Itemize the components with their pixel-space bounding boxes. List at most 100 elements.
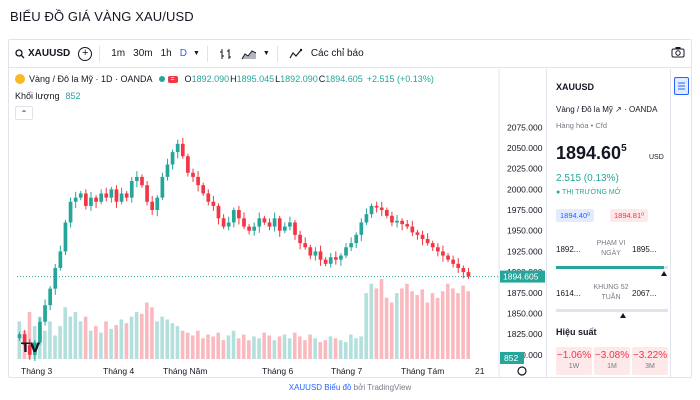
candle-body	[186, 156, 190, 173]
candle-body	[160, 176, 165, 198]
chart-legend: Vàng / Đô la Mỹ · 1D · OANDA = O 1892.090…	[15, 74, 434, 84]
volume-bar	[445, 283, 450, 359]
candle-body	[150, 201, 155, 211]
candle-body	[466, 272, 471, 277]
candle-body	[425, 239, 430, 244]
candle-body	[211, 201, 216, 206]
details-exchange: OANDA	[628, 105, 658, 114]
week52-range-low: 1614...	[556, 289, 581, 298]
volume-bar	[119, 319, 124, 359]
camera-icon[interactable]	[671, 46, 685, 61]
interval-1h[interactable]: 1h	[160, 48, 172, 59]
chevron-down-icon[interactable]: ▼	[262, 50, 270, 57]
candle-body	[201, 185, 206, 194]
candle-body	[216, 205, 221, 219]
volume-bar	[27, 311, 32, 359]
candle-body	[114, 189, 119, 202]
indicators-icon[interactable]	[289, 48, 303, 60]
candle-body	[349, 243, 353, 248]
bar-chart-style-icon[interactable]	[219, 48, 233, 60]
interval-30m[interactable]: 30m	[133, 48, 153, 59]
candle-body	[99, 193, 104, 202]
candle-body	[379, 207, 384, 211]
volume-bar	[257, 338, 261, 359]
candle-body	[262, 218, 267, 223]
performance-heading: Hiệu suất	[556, 327, 597, 337]
toolbar-divider	[206, 45, 208, 62]
week52-range-high: 2067...	[632, 289, 657, 298]
candle-body	[364, 214, 369, 223]
volume-bar	[134, 311, 139, 359]
indicators-button[interactable]: Các chỉ báo	[310, 48, 364, 59]
performance-3m[interactable]: −3.22% 3M	[632, 347, 668, 375]
volume-label: Khối lượng	[15, 91, 60, 101]
price-chart[interactable]: 2075.000 2050.000 2025.000 2000.000 1975.000…	[9, 69, 545, 378]
search-icon	[15, 48, 25, 58]
volume-bar	[53, 335, 57, 359]
volume-bar	[63, 307, 68, 359]
symbol-search[interactable]: XAUUSD	[15, 48, 70, 59]
candle-body	[63, 222, 68, 252]
tradingview-widget: XAUUSD + 1m 30m 1h D ▼ ▼ Các chỉ báo 207…	[8, 39, 692, 378]
candle-body	[145, 185, 149, 202]
volume-bar	[303, 340, 307, 359]
collapse-legend-button[interactable]: ⌃	[15, 106, 33, 120]
compare-symbol-button[interactable]: +	[78, 46, 93, 61]
candle-body	[400, 220, 404, 225]
volume-bar	[48, 321, 52, 359]
candle-body	[415, 232, 420, 235]
x-tick-label: Tháng 4	[103, 366, 134, 376]
candle-body	[456, 263, 461, 268]
candle-body	[180, 143, 185, 157]
last-price-label: 1894.605	[503, 272, 539, 282]
interval-1d[interactable]: D	[179, 48, 187, 59]
candle-body	[165, 164, 170, 177]
volume-bar	[318, 342, 323, 359]
ask-price: 1894.81⁰	[610, 209, 649, 222]
candle-body	[308, 247, 313, 256]
candle-body	[226, 222, 231, 227]
candle-body	[441, 251, 445, 256]
chevron-down-icon[interactable]: ▼	[192, 50, 200, 57]
details-panel-toggle-icon[interactable]	[674, 77, 689, 95]
candle-body	[420, 234, 425, 239]
volume-bar	[73, 311, 78, 359]
volume-bar	[323, 340, 328, 359]
y-tick-label: 1925.000	[507, 246, 543, 256]
candle-body	[53, 267, 58, 289]
performance-period: 3M	[645, 363, 655, 370]
candle-body	[58, 251, 63, 268]
volume-legend: Khối lượng 852	[15, 91, 80, 101]
chart-canvas[interactable]: 2075.000 2050.000 2025.000 2000.000 1975.000…	[9, 69, 545, 378]
volume-bar	[175, 326, 180, 359]
y-tick-label: 2000.000	[507, 184, 543, 194]
symbol-details-panel: XAUUSD Vàng / Đô la Mỹ ↗ · OANDA Hàng hó…	[546, 69, 672, 377]
volume-bar	[83, 316, 88, 359]
page-title: BIỂU ĐỒ GIÁ VÀNG XAU/USD	[10, 9, 194, 24]
details-change: 2.515 (0.13%)	[556, 173, 619, 184]
performance-1w[interactable]: −1.06% 1W	[556, 347, 592, 375]
volume-bar	[405, 283, 409, 359]
interval-1m[interactable]: 1m	[111, 48, 126, 59]
volume-bar	[109, 328, 113, 359]
volume-bar	[129, 316, 134, 359]
candle-body	[313, 251, 318, 256]
last-volume-label: 852	[504, 353, 518, 363]
attribution-link[interactable]: XAUUSD Biểu đồ	[288, 383, 352, 392]
area-chart-style-icon[interactable]	[241, 48, 257, 60]
volume-bar	[68, 316, 73, 359]
volume-bar	[400, 288, 404, 359]
external-link-icon[interactable]: ↗	[615, 105, 622, 114]
candle-body	[124, 193, 129, 198]
candle-body	[435, 247, 440, 252]
tradingview-logo-icon: 𝗧𝗩	[21, 340, 40, 355]
settings-gear-icon[interactable]	[517, 366, 527, 376]
performance-value: −3.08%	[594, 350, 630, 361]
candle-body	[267, 222, 272, 227]
volume-bar	[369, 283, 374, 359]
performance-1m[interactable]: −3.08% 1M	[594, 347, 630, 375]
volume-bar	[241, 334, 246, 359]
volume-bar	[216, 332, 221, 359]
y-tick-label: 1950.000	[507, 226, 543, 236]
volume-bar	[150, 307, 154, 359]
